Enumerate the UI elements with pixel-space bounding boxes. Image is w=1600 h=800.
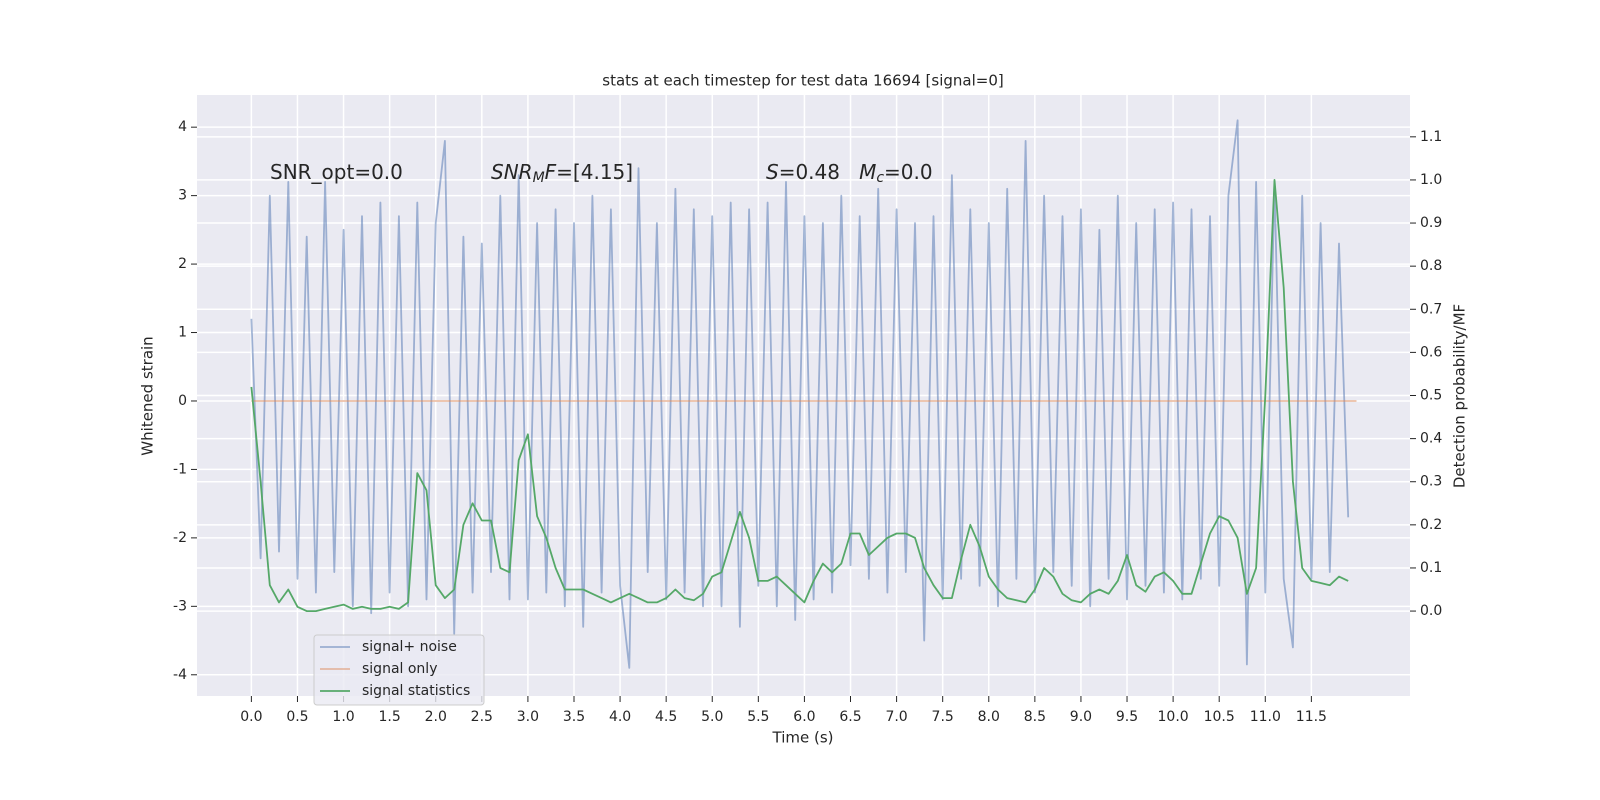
x-tick-label: 10.5 [1204,709,1235,725]
y2-tick-label: 1.0 [1420,172,1442,188]
annotation-part: SNR [491,160,533,184]
x-tick-label: 2.5 [471,709,493,725]
x-tick-label: 9.0 [1070,709,1092,725]
x-tick-label: 6.5 [839,709,861,725]
y-tick-label: -1 [173,461,187,477]
y2-tick-label: 0.3 [1420,474,1442,490]
annotation-part: M [533,170,545,186]
y-tick-label: 1 [178,325,187,341]
annotation-part: =[4.15] [556,160,633,184]
x-tick-label: 11.0 [1250,709,1281,725]
y-tick-label: 3 [178,188,187,204]
x-tick-label: 0.5 [286,709,308,725]
legend-label: signal only [362,661,437,677]
annotation-part: S [766,160,779,184]
y-tick-label: 2 [178,256,187,272]
y-tick-label: -4 [173,667,187,683]
x-tick-label: 5.0 [701,709,723,725]
x-tick-label: 4.0 [609,709,631,725]
x-tick-label: 10.0 [1158,709,1189,725]
annotation-part: c [876,170,884,186]
legend-box [313,634,485,706]
series-line [250,119,1350,669]
x-tick-label: 6.0 [793,709,815,725]
x-tick-label: 2.0 [425,709,447,725]
legend: signal+ noise signal only signal statistic… [313,634,485,706]
chart-title: stats at each timestep for test data 166… [602,72,1003,90]
annotation-part: =0.48 [779,160,859,184]
y-tick-label: -3 [173,598,187,614]
y-tick-label: -2 [173,530,187,546]
annotation-part: M [859,160,876,184]
y2-tick-label: 0.8 [1420,258,1442,274]
x-tick-label: 11.5 [1296,709,1327,725]
annotation-part: SNR_opt=0.0 [270,160,403,184]
x-tick-label: 8.0 [978,709,1000,725]
y2-tick-label: 0.5 [1420,388,1442,404]
y2-tick-label: 0.7 [1420,301,1442,317]
y2-tick-label: 0.0 [1420,603,1442,619]
y2-tick-label: 0.1 [1420,560,1442,576]
y-axis-label: Whitened strain [139,336,157,455]
y2-axis-label: Detection probability/MF [1451,304,1469,488]
annotation-part: =0.0 [884,160,933,184]
legend-label: signal+ noise [362,639,457,655]
y-tick-label: 4 [178,119,187,135]
y2-tick-label: 0.6 [1420,344,1442,360]
x-tick-label: 3.5 [563,709,585,725]
annotation: S=0.48 Mc=0.0 [766,160,933,187]
x-tick-label: 9.5 [1116,709,1138,725]
annotation: SNRMF=[4.15] [491,160,633,187]
y-tick-label: 0 [178,393,187,409]
y2-tick-label: 0.2 [1420,517,1442,533]
annotations: SNR_opt=0.0 SNRMF=[4.15] S=0.48 Mc=0.0 [270,160,933,187]
x-axis-label: Time (s) [772,729,834,747]
annotation: SNR_opt=0.0 [270,160,403,184]
annotation-part: F [545,160,557,184]
series-line [250,179,1349,612]
x-tick-label: 8.5 [1024,709,1046,725]
x-tick-label: 4.5 [655,709,677,725]
x-tick-label: 5.5 [747,709,769,725]
x-tick-label: 3.0 [517,709,539,725]
x-tick-label: 1.0 [332,709,354,725]
x-tick-label: 7.5 [932,709,954,725]
x-tick-label: 0.0 [240,709,262,725]
legend-label: signal statistics [362,683,470,699]
x-tick-label: 1.5 [379,709,401,725]
y2-tick-label: 1.1 [1420,129,1442,145]
y2-tick-label: 0.9 [1420,215,1442,231]
x-tick-label: 7.0 [885,709,907,725]
marks [250,119,1357,669]
y2-tick-label: 0.4 [1420,431,1442,447]
